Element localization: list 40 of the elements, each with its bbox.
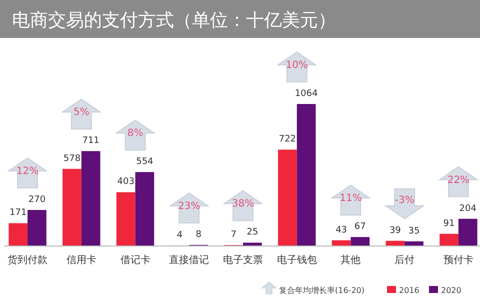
x-tick-label: 预付卡 <box>443 254 474 266</box>
data-label: 43 <box>336 225 348 236</box>
x-tick-label: 电子钱包 <box>276 254 317 266</box>
data-label: 39 <box>389 226 402 236</box>
chart-title: 电商交易的支付方式（单位：十亿美元） <box>12 10 336 31</box>
annotation: -3% <box>394 194 414 206</box>
x-tick-label: 其他 <box>340 254 361 266</box>
annotation: 22% <box>447 174 470 186</box>
x-tick-label: 信用卡 <box>66 254 96 266</box>
legend-label: 2016 <box>399 286 420 295</box>
data-label: 7 <box>230 230 236 240</box>
text: 10% <box>286 60 308 71</box>
x-tick-label: 后付 <box>394 254 415 266</box>
x-tick-label: 电子支票 <box>223 254 263 266</box>
x-tick-label: 货到付款 <box>8 254 48 266</box>
data-label: 554 <box>136 157 154 168</box>
data-label: 578 <box>63 154 81 164</box>
annotation: 38% <box>232 198 254 210</box>
annotation: 12% <box>16 166 39 177</box>
data-label: 270 <box>28 194 46 205</box>
data-label: 171 <box>10 208 27 218</box>
data-label: 67 <box>354 222 366 232</box>
data-label: 91 <box>443 218 455 229</box>
annotation: 11% <box>340 193 362 204</box>
data-label: 204 <box>459 204 477 214</box>
data-label: 711 <box>82 136 100 146</box>
annotation: 23% <box>178 200 200 212</box>
data-label: 35 <box>408 226 420 236</box>
data-label: 25 <box>246 228 258 238</box>
data-label: 4 <box>176 230 183 240</box>
legend-label: 2020 <box>441 286 462 295</box>
data-label: 722 <box>278 134 296 145</box>
data-label: 403 <box>117 177 134 188</box>
legend-title: 复合年均增长率(16-20) <box>279 286 364 295</box>
data-label: 1064 <box>294 89 318 99</box>
x-tick-label: 借记卡 <box>120 254 150 266</box>
annotation: 5% <box>73 107 90 118</box>
data-label: 8 <box>196 230 202 240</box>
annotation: 8% <box>127 128 144 140</box>
x-tick-label: 直接借记 <box>169 254 210 266</box>
